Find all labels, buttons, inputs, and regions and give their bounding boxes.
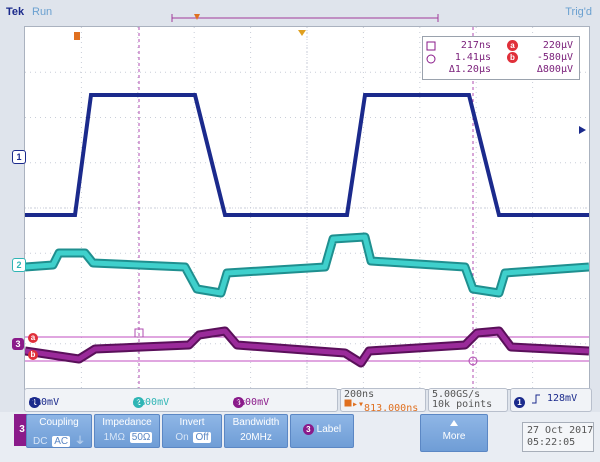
trigger-level: 128mV [547,393,578,404]
trigger-point-icon [74,32,80,40]
invert-button[interactable]: Invert On Off [162,414,222,448]
vertical-scale-readout[interactable]: 1 200mV Ω% 2 1.00mV Ω% 3 1.00mV Ω% [24,388,338,412]
date: 27 Oct 2017 [527,425,594,436]
record-length: 10k points [432,399,493,410]
cursor-a-time: 217ns [460,40,491,51]
channel-1-trace [25,93,589,217]
brand-logo: Tek [6,6,25,18]
impedance-50ohm[interactable]: 50Ω [129,432,153,443]
channel-2-marker[interactable]: 2 [12,258,26,272]
sample-rate: 5.00GS/s [432,389,481,400]
expansion-point-icon [298,30,306,36]
trigger-position-icon [194,14,200,20]
cursor-a-point [134,328,144,338]
cursor-a-square-icon [426,41,436,51]
cursor-b-circle-icon [426,54,436,64]
run-state: Run [32,6,53,18]
cursor-a-marker[interactable]: a [28,333,38,343]
channel-1-marker[interactable]: 1 [12,150,26,164]
timebase-readout[interactable]: 200ns ⯀▸▾ 813.000ns [340,388,426,414]
cursor-b-badge: b [507,52,518,63]
waveform-display [24,27,590,389]
trigger-level-icon[interactable] [576,124,588,136]
graticule [24,26,590,390]
cursor-b-point [468,356,478,366]
cursor-a-value: 220µV [542,40,573,51]
trigger-state: Trig'd [565,6,592,18]
impedance-1mohm[interactable]: 1MΩ [103,432,125,443]
coupling-dc[interactable]: DC [33,436,48,447]
impedance-button[interactable]: Impedance 1MΩ 50Ω [94,414,160,448]
time: 05:22:05 [527,437,576,448]
record-position-bar [171,14,439,22]
trigger-channel: 1 [514,397,525,408]
status-bar: Tek Run Trig'd [0,0,600,30]
invert-on[interactable]: On [175,432,189,443]
cursor-delta-value: Δ800µV [536,64,573,75]
coupling-ac[interactable]: AC [52,436,71,447]
bandwidth-value: 20MHz [240,432,272,443]
coupling-button[interactable]: Coupling DC AC ⏚ [26,414,92,448]
channel-3-marker[interactable]: 3 [12,338,24,350]
time-per-div: 200ns [344,389,375,400]
acquisition-readout[interactable]: 5.00GS/s 10k points [428,388,508,412]
cursor-b-value: -580µV [536,52,573,63]
time-offset: ⯀▸▾ 813.000ns [344,399,419,414]
invert-off[interactable]: Off [193,432,211,443]
cursor-delta-time: Δ1.20µs [448,64,491,75]
cursor-readout-panel: 217ns 1.41µs Δ1.20µs a b 220µV -580µV Δ8… [422,36,580,80]
chevron-up-icon [450,420,458,426]
trigger-readout[interactable]: 1 128mV [510,388,592,412]
rising-edge-icon [532,394,540,404]
cursor-a-badge: a [507,40,518,51]
more-button[interactable]: More [420,414,488,452]
label-button[interactable]: 3 Label [290,414,354,448]
coupling-ground[interactable]: ⏚ [74,436,85,447]
bandwidth-button[interactable]: Bandwidth 20MHz [224,414,288,448]
datetime-display: 27 Oct 2017 05:22:05 [522,422,594,452]
channel-2-trace [24,234,590,296]
cursor-b-time: 1.41µs [454,52,491,63]
channel-3-trace [24,328,590,366]
cursor-b-marker[interactable]: b [28,350,38,360]
